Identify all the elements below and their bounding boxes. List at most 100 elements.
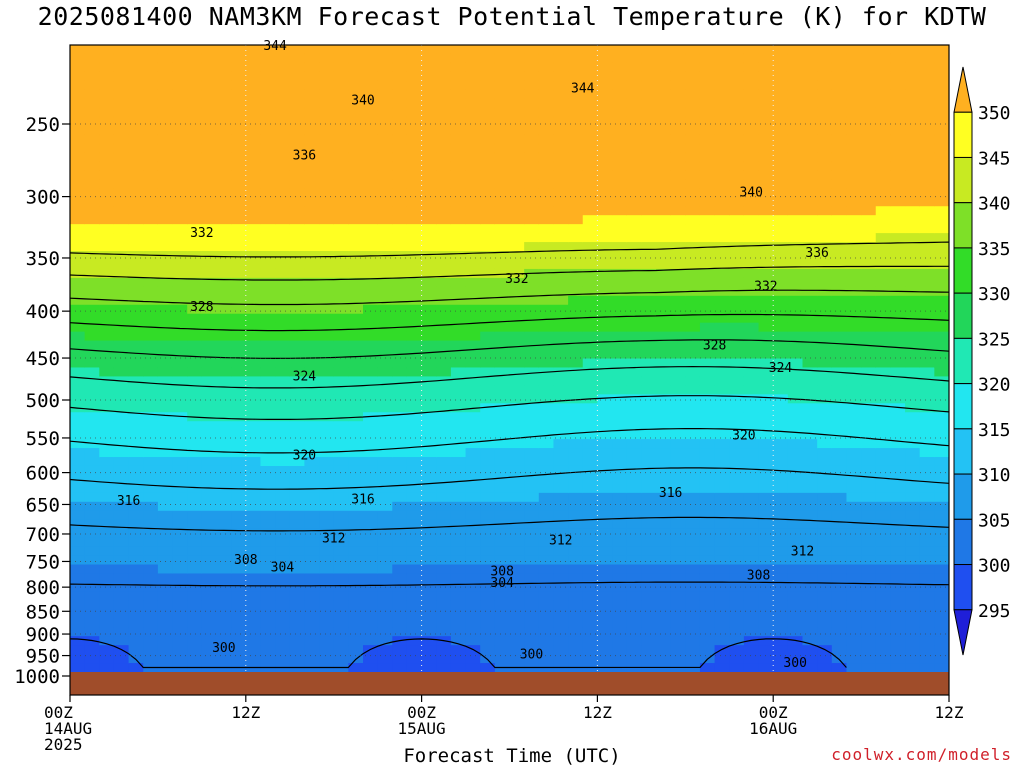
field-cell xyxy=(245,277,262,288)
field-cell xyxy=(216,439,232,449)
field-cell xyxy=(568,358,584,369)
field-cell xyxy=(861,98,877,109)
field-cell xyxy=(333,251,349,261)
field-cell xyxy=(656,304,672,315)
field-cell xyxy=(553,492,569,503)
field-cell xyxy=(890,627,906,637)
field-cell xyxy=(275,636,291,646)
field-cell xyxy=(304,600,320,610)
field-cell xyxy=(817,322,833,333)
field-cell xyxy=(597,233,613,243)
field-cell xyxy=(157,89,174,100)
field-cell xyxy=(450,349,467,360)
field-cell xyxy=(758,573,774,584)
field-cell xyxy=(582,53,598,64)
field-cell xyxy=(187,546,203,557)
field-cell xyxy=(99,98,115,109)
field-cell xyxy=(70,98,86,109)
field-cell xyxy=(84,537,100,548)
field-cell xyxy=(509,636,525,646)
field-cell xyxy=(846,627,862,637)
field-cell xyxy=(846,618,862,628)
field-cell xyxy=(377,376,393,386)
field-cell xyxy=(626,609,642,619)
field-cell xyxy=(275,116,291,127)
field-cell xyxy=(216,627,232,637)
field-cell xyxy=(641,358,657,369)
field-cell xyxy=(699,107,716,118)
field-cell xyxy=(934,170,949,180)
field-cell xyxy=(406,546,423,557)
field-cell xyxy=(626,403,642,413)
field-cell xyxy=(875,510,891,521)
field-cell xyxy=(450,143,467,154)
field-cell xyxy=(421,448,437,458)
field-cell xyxy=(421,179,437,189)
field-cell xyxy=(216,62,232,73)
field-cell xyxy=(626,367,642,378)
field-cell xyxy=(260,645,276,655)
field-cell xyxy=(113,394,130,404)
field-cell xyxy=(260,215,276,225)
field-cell xyxy=(758,564,774,575)
field-cell xyxy=(597,421,613,431)
field-cell xyxy=(113,340,130,351)
field-cell xyxy=(201,143,218,154)
field-cell xyxy=(656,645,672,655)
field-cell xyxy=(729,161,745,171)
field-cell xyxy=(846,609,862,619)
field-cell xyxy=(641,582,657,592)
field-cell xyxy=(934,591,949,601)
field-cell xyxy=(553,474,569,485)
field-cell xyxy=(538,591,555,601)
field-cell xyxy=(187,340,203,351)
field-cell xyxy=(656,394,672,404)
field-cell xyxy=(421,53,437,64)
field-cell xyxy=(890,582,906,592)
field-cell xyxy=(890,501,906,512)
field-cell xyxy=(99,53,115,64)
credit-link[interactable]: coolwx.com/models xyxy=(831,745,1012,764)
field-cell xyxy=(934,98,949,109)
field-cell xyxy=(714,71,730,82)
field-cell xyxy=(685,403,701,413)
field-cell xyxy=(201,277,218,288)
field-cell xyxy=(260,331,276,342)
contour-label: 320 xyxy=(732,428,755,443)
field-cell xyxy=(231,546,247,557)
field-cell xyxy=(861,483,877,494)
field-cell xyxy=(538,483,555,494)
field-cell xyxy=(450,259,467,270)
field-cell xyxy=(802,663,818,673)
field-cell xyxy=(685,627,701,637)
field-cell xyxy=(905,331,921,342)
field-cell xyxy=(597,519,613,530)
field-cell xyxy=(787,331,804,342)
field-cell xyxy=(406,107,423,118)
field-cell xyxy=(348,116,364,127)
field-cell xyxy=(99,654,115,664)
field-cell xyxy=(905,663,921,673)
field-cell xyxy=(524,259,540,270)
field-cell xyxy=(729,591,745,601)
field-cell xyxy=(685,636,701,646)
field-cell xyxy=(787,609,804,619)
field-cell xyxy=(172,483,188,494)
field-cell xyxy=(861,474,877,485)
field-cell xyxy=(436,152,452,163)
field-cell xyxy=(905,197,921,207)
field-cell xyxy=(787,654,804,664)
field-cell xyxy=(480,322,496,333)
field-cell xyxy=(275,654,291,664)
field-cell xyxy=(275,430,291,440)
field-cell xyxy=(597,609,613,619)
field-cell xyxy=(817,627,833,637)
field-cell xyxy=(231,474,247,485)
field-cell xyxy=(70,277,86,288)
field-cell xyxy=(99,170,115,180)
y-tick-label: 600 xyxy=(26,463,60,485)
field-cell xyxy=(773,519,789,530)
y-tick-label: 550 xyxy=(26,428,60,450)
field-cell xyxy=(553,107,569,118)
field-cell xyxy=(905,600,921,610)
